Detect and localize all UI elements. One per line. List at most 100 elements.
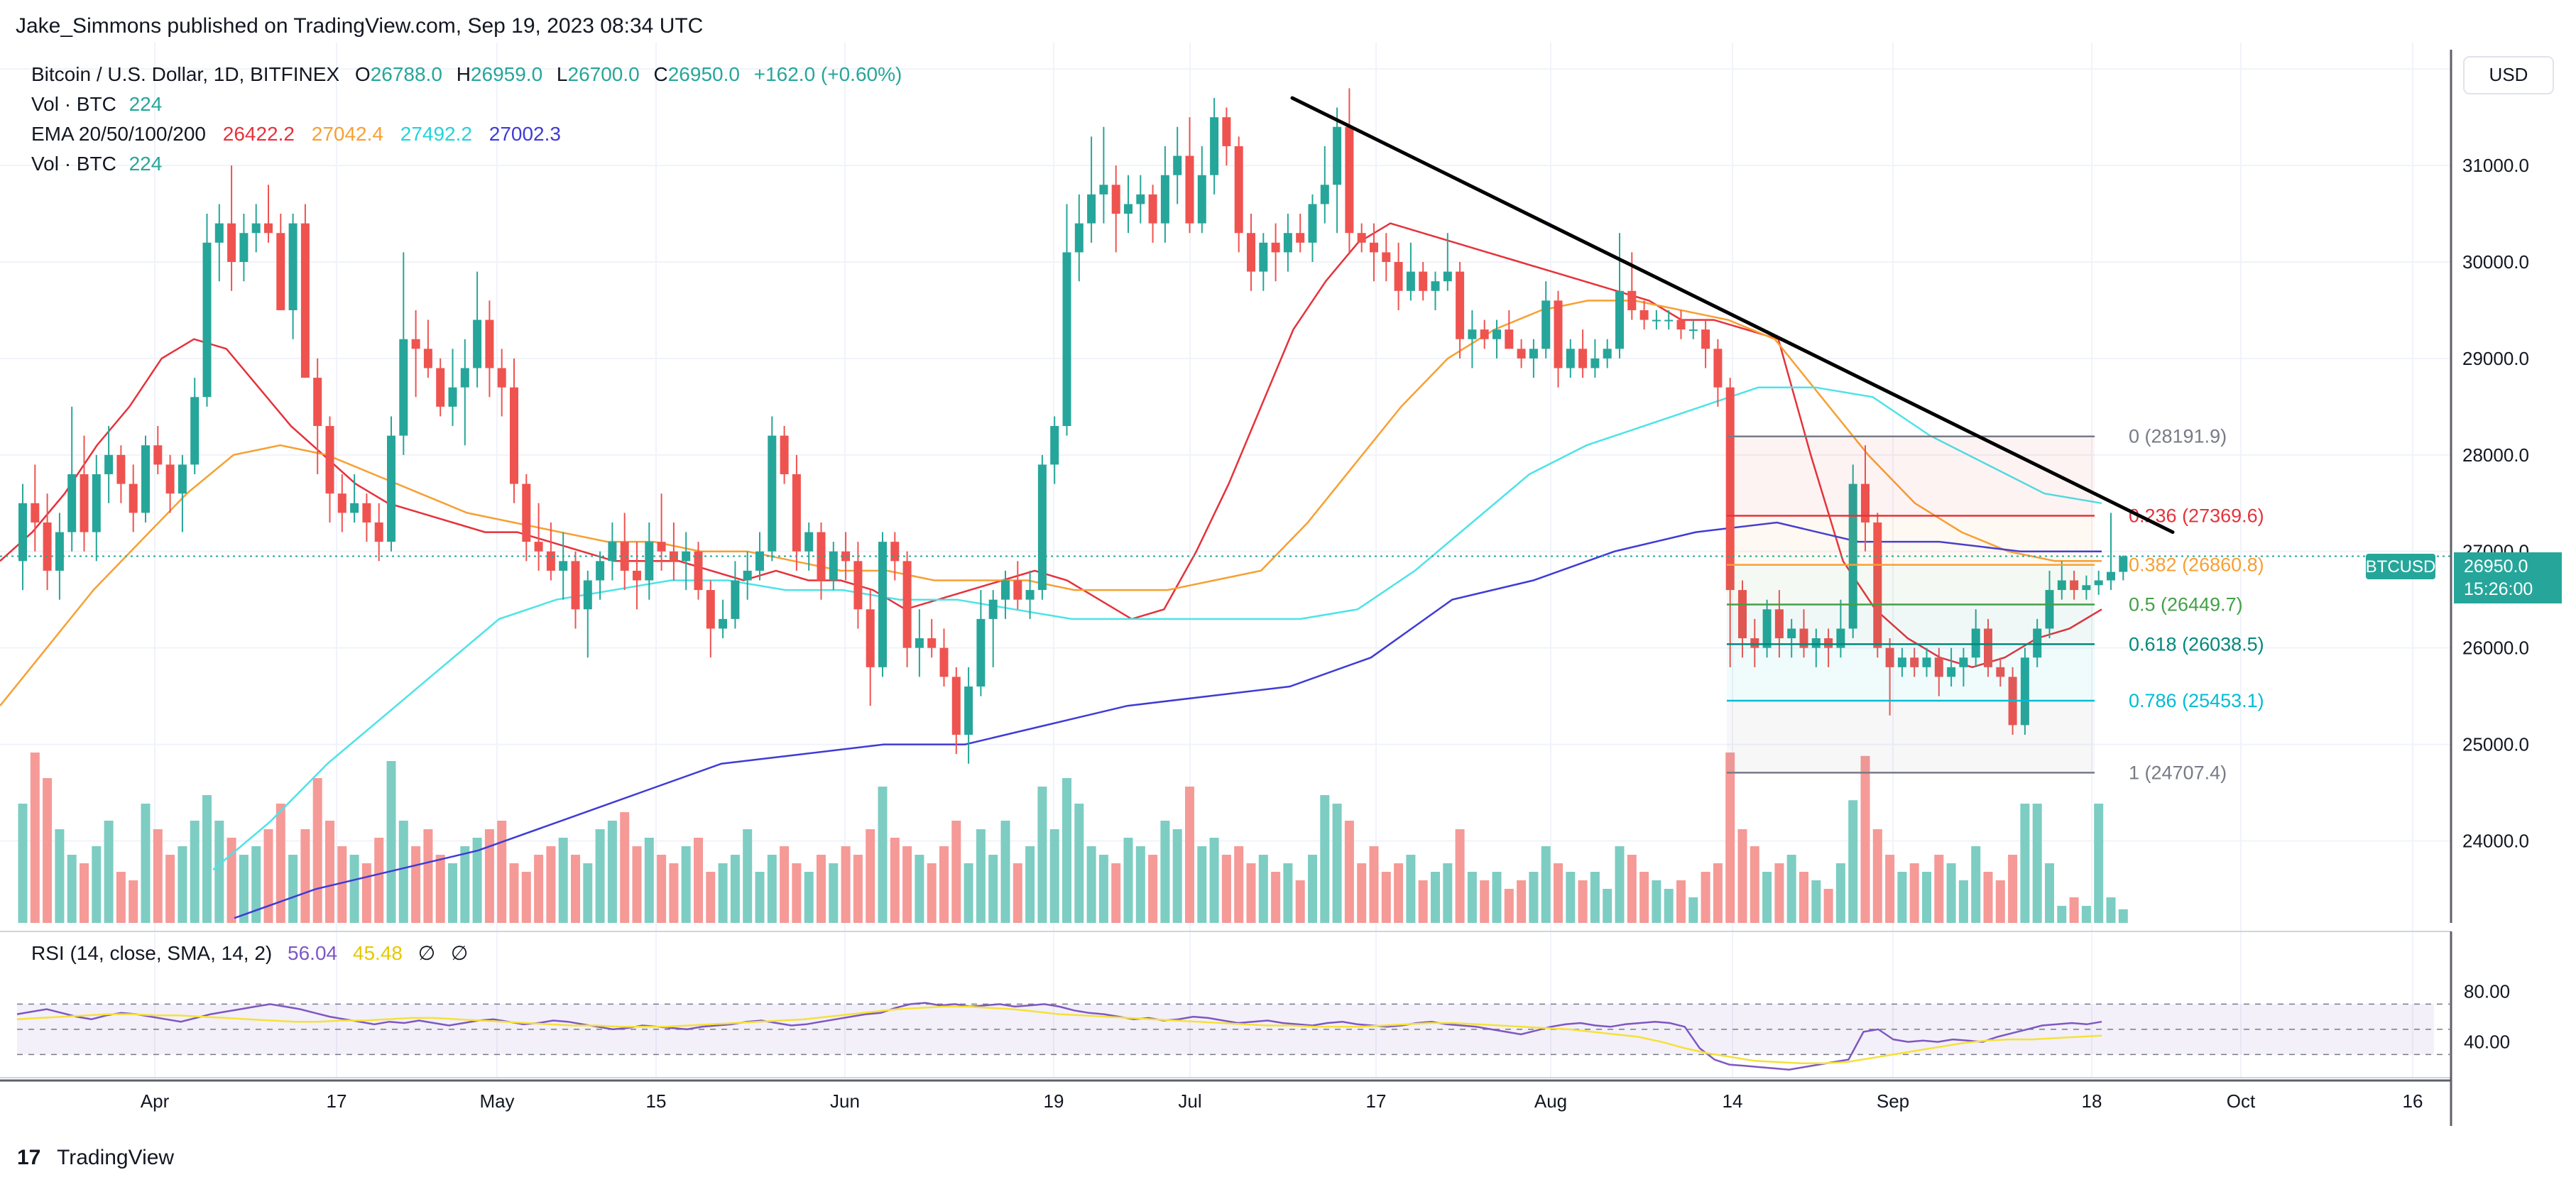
time-tick-label: Apr — [141, 1090, 170, 1112]
candle-body — [706, 590, 715, 629]
volume-bar — [92, 846, 102, 923]
candle-body — [1750, 638, 1759, 648]
candle-body — [608, 542, 617, 562]
candle-body — [1074, 223, 1084, 253]
candle-body — [1259, 242, 1268, 272]
currency-label[interactable]: USD — [2489, 64, 2528, 85]
candle-body — [534, 542, 543, 552]
ema-lines — [0, 222, 2102, 919]
volume-bar — [1639, 872, 1649, 923]
tradingview-logo[interactable]: 17 TradingView — [17, 1146, 174, 1169]
volume-bar — [1701, 872, 1710, 923]
candle-body — [1910, 657, 1919, 667]
volume-bar — [1823, 889, 1833, 923]
volume-bar — [178, 846, 187, 923]
candle-body — [1774, 609, 1784, 639]
candle-body — [719, 618, 728, 629]
candle-body — [2119, 556, 2128, 572]
volume-bar — [1000, 821, 1010, 923]
candle-body — [1873, 522, 1882, 648]
candle-body — [1210, 117, 1219, 175]
candle-body — [1762, 609, 1772, 648]
volume-bar — [681, 846, 691, 923]
candle-body — [2045, 590, 2054, 629]
volume-bar — [792, 863, 802, 923]
candle-body — [1824, 638, 1833, 648]
candle-body — [1197, 175, 1206, 224]
price-tick-label: 28000.0 — [2462, 444, 2529, 466]
change-value: +162.0 (+0.60%) — [754, 63, 902, 85]
candle-body — [1037, 464, 1047, 591]
volume-bar — [104, 821, 114, 923]
fibonacci-retracement[interactable]: 0 (28191.9) 0.236 (27369.6) 0.382 (26860.8… — [1727, 426, 2264, 784]
candle-body — [645, 542, 654, 581]
candle-body — [1283, 233, 1292, 253]
volume-bar — [312, 778, 322, 923]
candle-body — [1505, 329, 1514, 349]
volume-bar — [1455, 829, 1465, 923]
volume-legend: Vol · BTC 224 — [31, 93, 162, 115]
volume-bar — [1406, 855, 1416, 923]
fib-level-label: 0.618 (26038.5) — [2129, 633, 2264, 655]
volume-bar — [1958, 880, 1968, 923]
volume-bar — [300, 829, 310, 923]
candle-body — [350, 503, 359, 513]
volume-bar — [657, 855, 667, 923]
trendline[interactable] — [1290, 96, 2175, 535]
volume-bar — [423, 829, 433, 923]
candle-body — [153, 445, 163, 465]
ohlc-l-value: 26700.0 — [568, 63, 640, 85]
candle-body — [583, 580, 592, 610]
candle-body — [67, 474, 77, 532]
volume-bar — [915, 855, 924, 923]
candle-body — [1062, 252, 1071, 427]
candle-body — [780, 435, 789, 475]
currency-button[interactable]: USD — [2463, 56, 2554, 94]
volume-bar — [1344, 821, 1354, 923]
candle-body — [731, 580, 740, 619]
volume-bar — [509, 863, 519, 923]
candle-body — [1897, 657, 1906, 667]
fib-level-label: 1 (24707.4) — [2129, 762, 2227, 783]
candle-body — [1222, 117, 1231, 146]
volume-bar — [411, 846, 421, 923]
candle-body — [1922, 657, 1931, 667]
candle-body — [2057, 580, 2066, 591]
candle-body — [510, 387, 518, 484]
volume-bar — [275, 804, 285, 923]
candle-body — [669, 551, 678, 562]
volume-bar — [1283, 863, 1293, 923]
candle-body — [1406, 271, 1415, 291]
candle-body — [878, 542, 887, 667]
candle-body — [1148, 194, 1157, 224]
volume-bar — [1443, 863, 1453, 923]
volume-bar — [1835, 863, 1845, 923]
volume-bar — [2008, 855, 2018, 923]
volume-bar — [829, 863, 839, 923]
candle-body — [1676, 319, 1686, 330]
volume-bar — [251, 846, 261, 923]
time-tick-label: 15 — [646, 1090, 667, 1112]
candle-body — [1124, 204, 1133, 214]
volume-bar — [2032, 804, 2042, 923]
candle-body — [1025, 590, 1035, 600]
volume-bar — [1750, 846, 1759, 923]
candle-body — [1934, 657, 1943, 677]
volume-bar — [165, 855, 175, 923]
volume-bar — [853, 855, 863, 923]
volume-bar — [18, 804, 28, 923]
time-tick-label: May — [479, 1090, 514, 1112]
volume-bar — [1811, 880, 1821, 923]
candle-body — [1370, 242, 1378, 253]
volume-bar — [988, 855, 998, 923]
candle-body — [288, 223, 298, 310]
ohlc-h-value: 26959.0 — [471, 63, 542, 85]
fib-level-label: 0.5 (26449.7) — [2129, 594, 2243, 616]
volume-bar — [448, 863, 457, 923]
volume-bar — [780, 846, 790, 923]
price-tag-symbol: BTCUSD — [2366, 557, 2436, 576]
time-tick-label: 14 — [1723, 1090, 1743, 1112]
candle-body — [1861, 483, 1870, 523]
candle-body — [1001, 580, 1010, 600]
candle-body — [1431, 281, 1440, 291]
